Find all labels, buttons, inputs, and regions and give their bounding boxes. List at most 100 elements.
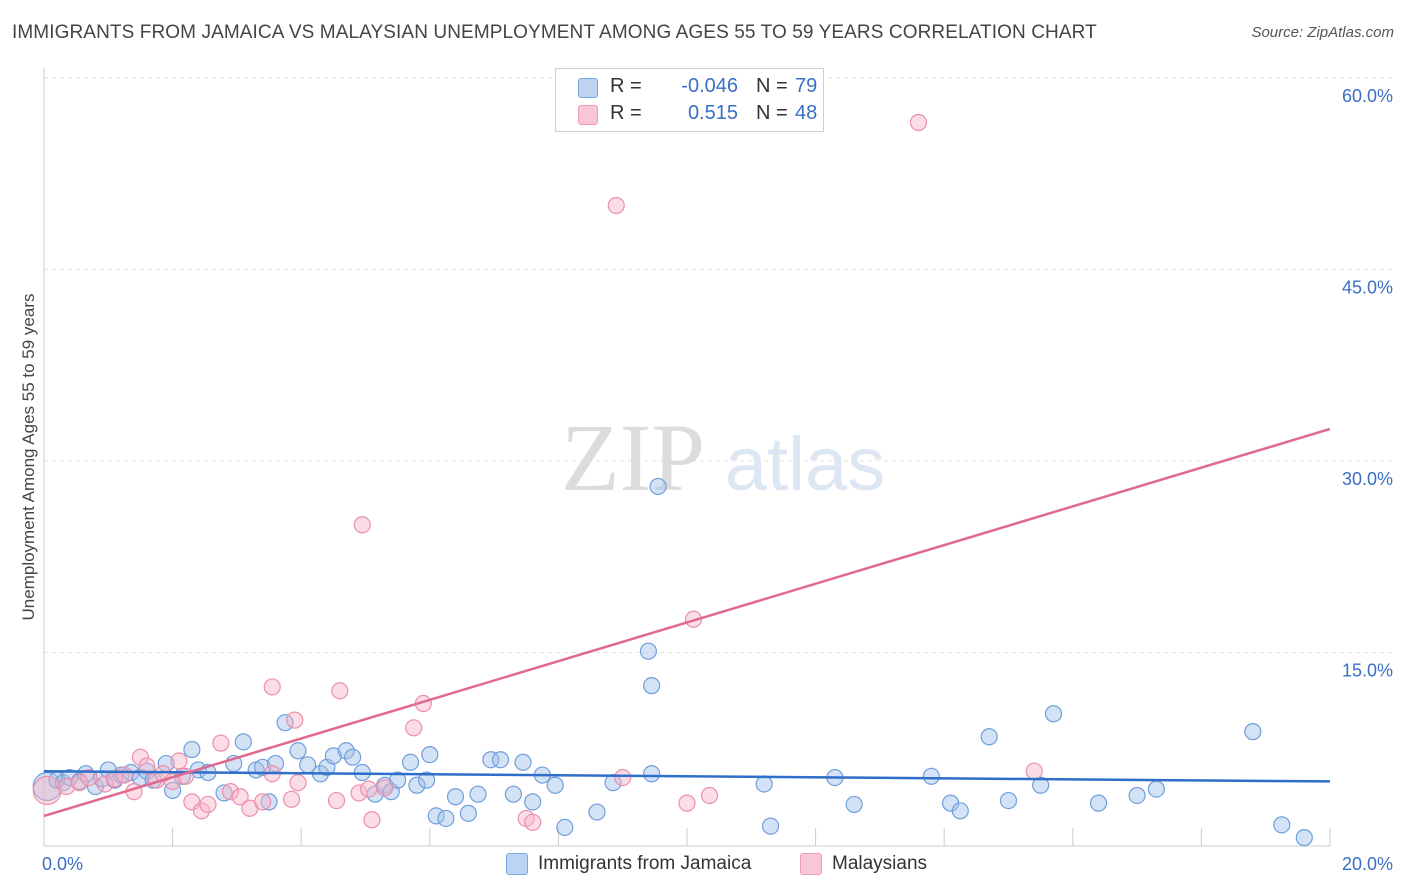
malaysians-point <box>32 775 62 805</box>
jamaica-point <box>324 747 342 765</box>
malaysians-point <box>286 711 304 729</box>
jamaica-point <box>643 677 661 695</box>
malaysians-point <box>350 784 368 802</box>
jamaica-point <box>1273 816 1291 834</box>
data-points <box>32 113 1313 847</box>
malaysians-point <box>607 196 625 215</box>
malaysians-point <box>614 768 632 787</box>
legend-swatch-jamaica <box>578 78 598 98</box>
jamaica-point <box>649 477 667 496</box>
jamaica-trend-line <box>43 769 1331 783</box>
malaysians-point <box>909 113 928 132</box>
jamaica-point <box>99 761 117 779</box>
jamaica-point <box>344 748 362 766</box>
jamaica-point <box>524 793 542 811</box>
malaysians-point <box>221 783 240 801</box>
y-tick-label: 60.0% <box>1342 86 1393 106</box>
jamaica-point <box>639 642 658 660</box>
jamaica-point <box>556 818 574 836</box>
watermark-atlas: atlas <box>725 422 886 507</box>
jamaica-point <box>183 740 201 759</box>
malaysians-point <box>199 795 217 814</box>
malaysians-point <box>80 768 98 787</box>
series-swatch-jamaica <box>506 853 528 875</box>
y-axis-label: Unemployment Among Ages 55 to 59 years <box>19 293 38 621</box>
malaysians-point <box>70 774 88 792</box>
jamaica-point <box>845 795 863 814</box>
watermark-zip: ZIP <box>561 404 705 511</box>
legend-n-label: N = <box>756 102 788 124</box>
legend-n-value: 48 <box>795 102 818 124</box>
malaysians-point <box>405 719 423 737</box>
jamaica-point <box>389 771 407 789</box>
jamaica-point <box>643 765 661 783</box>
malaysians-point <box>524 813 542 831</box>
jamaica-point <box>588 803 606 821</box>
jamaica-point <box>421 746 439 764</box>
malaysians-point <box>231 788 249 806</box>
legend-r-value: 0.515 <box>687 102 738 124</box>
malaysians-point <box>678 794 696 812</box>
malaysians-point <box>331 682 349 700</box>
malaysians-point <box>115 766 133 784</box>
jamaica-point <box>276 714 294 732</box>
jamaica-point <box>289 742 307 760</box>
y-tick-label: 30.0% <box>1342 469 1393 489</box>
jamaica-point <box>1128 786 1146 805</box>
legend-r-label: R = <box>610 75 642 97</box>
jamaica-point <box>1032 776 1050 794</box>
tick-labels: 15.0% 30.0% 45.0% 60.0% 0.0% 20.0% <box>42 86 1393 874</box>
legend-r-label: R = <box>610 102 642 124</box>
malaysians-point <box>1025 762 1043 780</box>
jamaica-point <box>491 751 510 769</box>
chart-source: Source: ZipAtlas.com <box>1251 24 1394 41</box>
malaysians-trend-line <box>43 427 1331 818</box>
jamaica-point <box>1295 829 1313 847</box>
jamaica-point <box>514 753 532 771</box>
x-tick-label: 0.0% <box>42 854 83 874</box>
jamaica-point <box>761 817 780 835</box>
jamaica-point <box>1089 794 1108 812</box>
x-tick-label: 20.0% <box>1342 854 1393 874</box>
jamaica-point <box>951 802 969 820</box>
jamaica-point <box>266 754 285 773</box>
legend-n-label: N = <box>756 75 788 97</box>
series-label-jamaica: Immigrants from Jamaica <box>538 853 752 874</box>
jamaica-point <box>446 788 465 806</box>
jamaica-point <box>260 793 278 811</box>
malaysians-point <box>170 752 188 770</box>
chart-title: IMMIGRANTS FROM JAMAICA VS MALAYSIAN UNE… <box>12 22 1097 43</box>
jamaica-point <box>980 728 998 746</box>
jamaica-point <box>337 742 355 760</box>
jamaica-point <box>546 776 564 794</box>
malaysians-point <box>138 757 156 775</box>
legend-n-value: 79 <box>795 75 818 97</box>
y-tick-label: 15.0% <box>1342 660 1393 680</box>
malaysians-point <box>254 793 272 811</box>
jamaica-point <box>234 733 252 751</box>
malaysians-point <box>363 811 381 829</box>
malaysians-point <box>376 779 394 797</box>
jamaica-point <box>755 775 773 793</box>
jamaica-point <box>469 785 487 803</box>
malaysians-point <box>700 786 719 805</box>
jamaica-point <box>999 791 1018 810</box>
malaysians-point <box>212 734 230 752</box>
y-tick-label: 45.0% <box>1342 277 1393 297</box>
malaysians-point <box>353 516 371 534</box>
grid-lines <box>44 77 1392 846</box>
jamaica-point <box>437 809 455 828</box>
malaysians-point <box>57 777 76 796</box>
malaysians-point <box>192 802 211 820</box>
malaysians-point <box>131 748 150 766</box>
jamaica-point <box>482 751 500 769</box>
axes <box>43 68 1330 847</box>
malaysians-point <box>327 791 346 810</box>
jamaica-point <box>504 785 522 803</box>
jamaica-point <box>1044 705 1063 723</box>
jamaica-point <box>61 768 79 787</box>
series-swatch-malaysians <box>800 853 822 875</box>
malaysians-point <box>263 678 281 696</box>
watermark: ZIP atlas <box>561 404 885 511</box>
